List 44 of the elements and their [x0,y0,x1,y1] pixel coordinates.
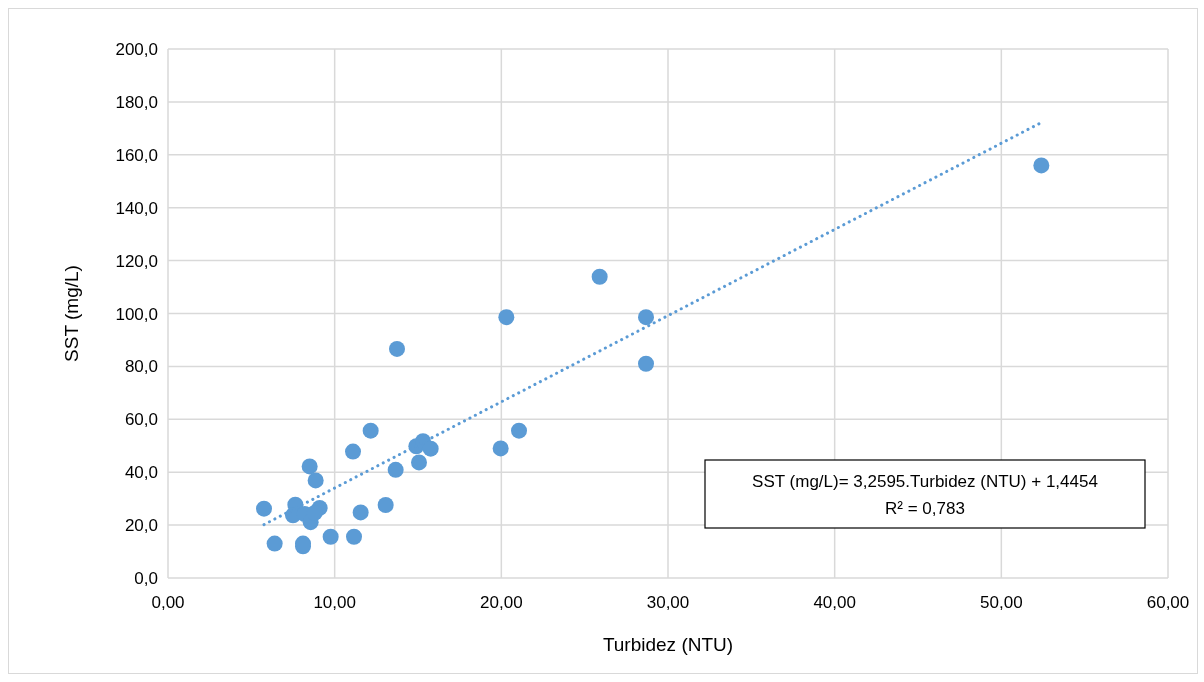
x-tick-label: 30,00 [646,593,690,612]
point [591,268,608,285]
point [345,443,361,460]
y-tick-label: 80,0 [124,357,158,377]
x-tick-label: 60,00 [1146,593,1190,612]
point [301,458,318,475]
point [411,454,427,471]
point [387,461,404,478]
point [1033,157,1050,174]
point [492,440,509,457]
y-tick-label: 100,0 [115,304,158,324]
annotation: R² = 0,783 [885,499,965,518]
point [498,309,515,326]
y-tick-label: 120,0 [115,251,158,271]
point [422,440,439,457]
point [307,472,324,489]
x-axis-title: Turbidez (NTU) [602,634,734,655]
point [638,309,654,326]
point [362,422,379,439]
y-tick-label: 20,0 [124,516,158,536]
point [322,528,339,545]
y-tick-label: 60,0 [124,410,158,430]
y-tick-label: 200,0 [115,40,158,59]
point [389,340,405,357]
x-tick-label: 40,00 [813,593,856,612]
point [377,497,394,513]
point [346,528,362,545]
y-axis-title: SST (mg/L) [61,265,82,362]
y-tick-label: 160,0 [115,145,158,165]
y-tick-label: 40,0 [124,463,158,483]
annotation: SST (mg/L)= 3,2595.Turbidez (NTU) + 1,4454 [752,472,1098,491]
x-tick-label: 50,00 [980,593,1023,612]
x-tick-label: 10,00 [313,593,356,612]
point [638,355,654,372]
point [352,504,369,521]
x-tick-label: 20,00 [480,593,523,612]
point [511,422,527,439]
point [306,504,323,521]
y-tick-label: 140,0 [115,198,158,218]
y-tick-label: 180,0 [115,92,158,112]
y-tick-label: 0,0 [134,569,158,588]
point [266,535,283,552]
x-tick-label: 0,00 [151,593,185,612]
point [256,500,272,517]
